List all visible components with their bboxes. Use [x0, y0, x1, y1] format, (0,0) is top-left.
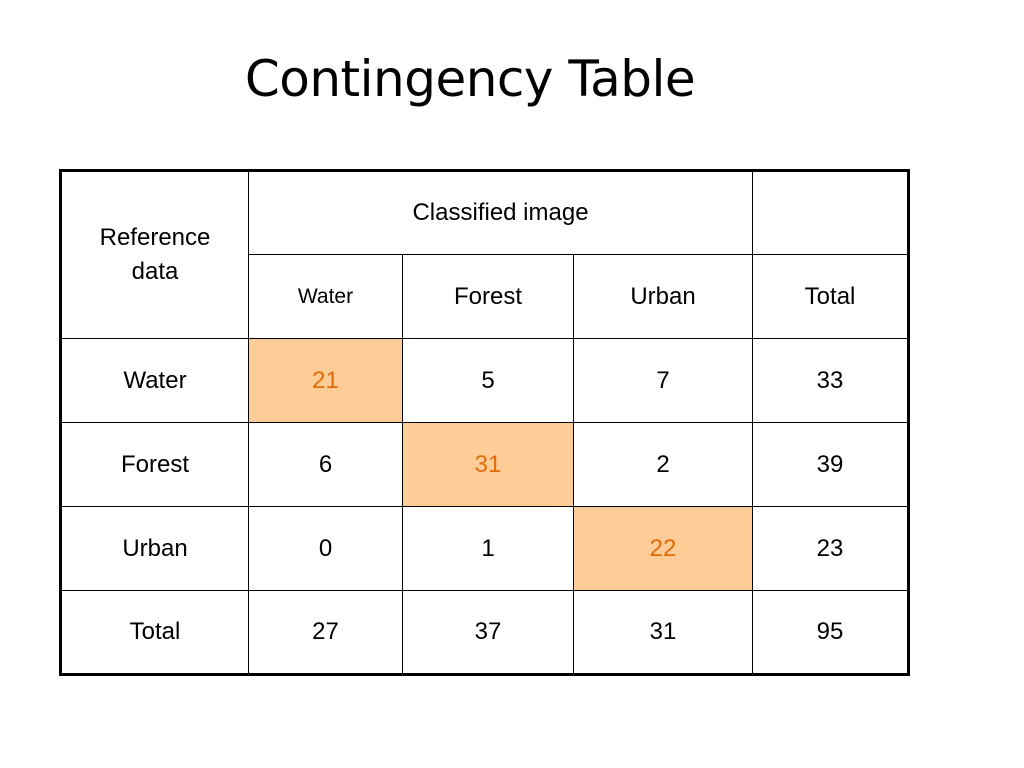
- cell-grand-total: 95: [752, 590, 910, 675]
- cell-urban-forest: 1: [402, 506, 574, 591]
- classified-image-header: Classified image: [247, 170, 754, 255]
- cell-total-forest: 37: [402, 590, 574, 675]
- cell-forest-forest: 31: [402, 422, 574, 507]
- column-header-forest: Forest: [402, 254, 574, 339]
- cell-urban-total: 23: [752, 506, 910, 591]
- contingency-table: Reference data Classified image Water Fo…: [59, 169, 911, 676]
- cell-total-urban: 31: [572, 590, 754, 675]
- cell-forest-urban: 2: [572, 422, 754, 507]
- reference-data-text: Reference data: [99, 224, 211, 285]
- cell-urban-urban: 22: [572, 506, 754, 591]
- cell-forest-water: 6: [248, 422, 403, 507]
- cell-forest-total: 39: [752, 422, 910, 507]
- cell-total-water: 27: [248, 590, 403, 675]
- row-label-urban: Urban: [60, 506, 249, 591]
- column-header-urban: Urban: [572, 254, 754, 339]
- table-row-total: Total 27 37 31 95: [60, 590, 910, 675]
- table-row: Urban 0 1 22 23: [60, 506, 910, 591]
- row-label-total: Total: [60, 590, 249, 675]
- cell-water-water: 21: [248, 338, 403, 423]
- table-row: Forest 6 31 2 39: [60, 422, 910, 507]
- table-row: Water 21 5 7 33: [60, 338, 910, 423]
- cell-water-forest: 5: [402, 338, 574, 423]
- cell-urban-water: 0: [248, 506, 403, 591]
- cell-water-urban: 7: [572, 338, 754, 423]
- column-header-water: Water: [248, 254, 403, 339]
- table-header-row-1: Reference data Classified image: [60, 170, 910, 339]
- column-header-total: Total: [752, 254, 910, 339]
- cell-water-total: 33: [752, 338, 910, 423]
- row-label-forest: Forest: [60, 422, 249, 507]
- empty-header-cell: [752, 170, 910, 255]
- reference-data-label: Reference data: [60, 170, 249, 339]
- table-header-row-2: Water Forest Urban Total: [61, 254, 910, 339]
- page-title: Contingency Table: [244, 50, 696, 108]
- row-label-water: Water: [60, 338, 249, 423]
